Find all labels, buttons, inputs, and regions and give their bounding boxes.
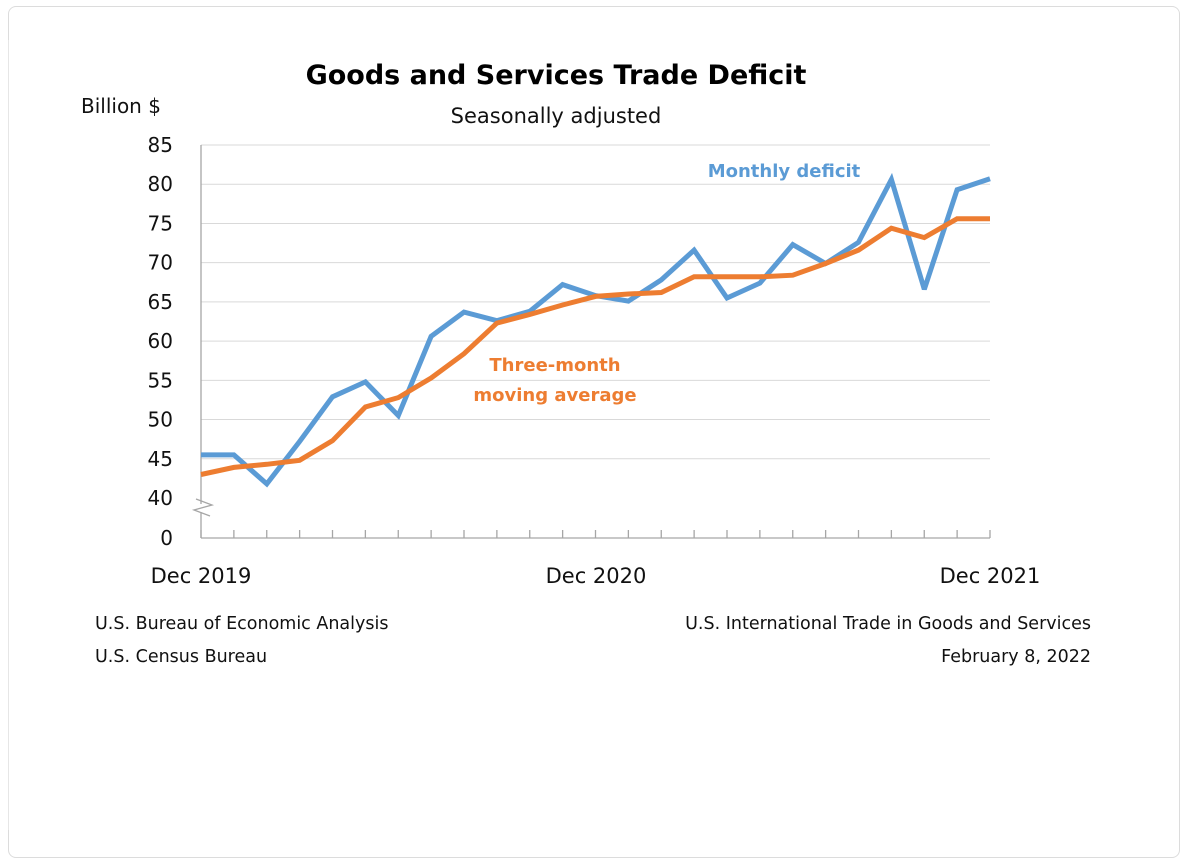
card-left-rule [8,40,9,830]
data-series [200,172,991,488]
y-tick-50: 50 [148,408,173,432]
y-axis-unit-label: Billion $ [81,94,161,118]
x-label-dec-2021: Dec 2021 [940,564,1041,588]
y-tick-85: 85 [148,133,173,157]
x-tick-marks [200,530,991,538]
y-tick-60: 60 [148,329,173,353]
moving-average-line [200,216,990,477]
publication-title: U.S. International Trade in Goods and Se… [685,614,1091,634]
chart-card [8,6,1180,858]
y-tick-75: 75 [148,211,173,235]
y-tick-labels: 85 80 75 70 65 60 55 50 45 40 0 [148,133,173,550]
moving-average-annotation-line1: Three-month [489,355,620,376]
axis-break-marker [191,498,215,517]
y-tick-55: 55 [148,368,173,392]
source-census: U.S. Census Bureau [95,647,267,667]
gridlines [201,144,990,460]
chart-subtitle: Seasonally adjusted [451,104,662,128]
y-tick-40: 40 [148,486,173,510]
publication-date: February 8, 2022 [941,647,1091,667]
y-tick-0: 0 [160,526,173,550]
moving-average-annotation-line2: moving average [473,385,636,406]
source-bea: U.S. Bureau of Economic Analysis [95,614,388,634]
monthly-deficit-annotation: Monthly deficit [708,161,861,182]
y-tick-70: 70 [148,251,173,275]
y-tick-45: 45 [148,447,173,471]
x-label-dec-2020: Dec 2020 [546,564,647,588]
y-tick-65: 65 [148,290,173,314]
chart-title: Goods and Services Trade Deficit [306,60,807,91]
y-tick-80: 80 [148,172,173,196]
monthly-deficit-line [201,172,991,488]
x-label-dec-2019: Dec 2019 [151,564,252,588]
